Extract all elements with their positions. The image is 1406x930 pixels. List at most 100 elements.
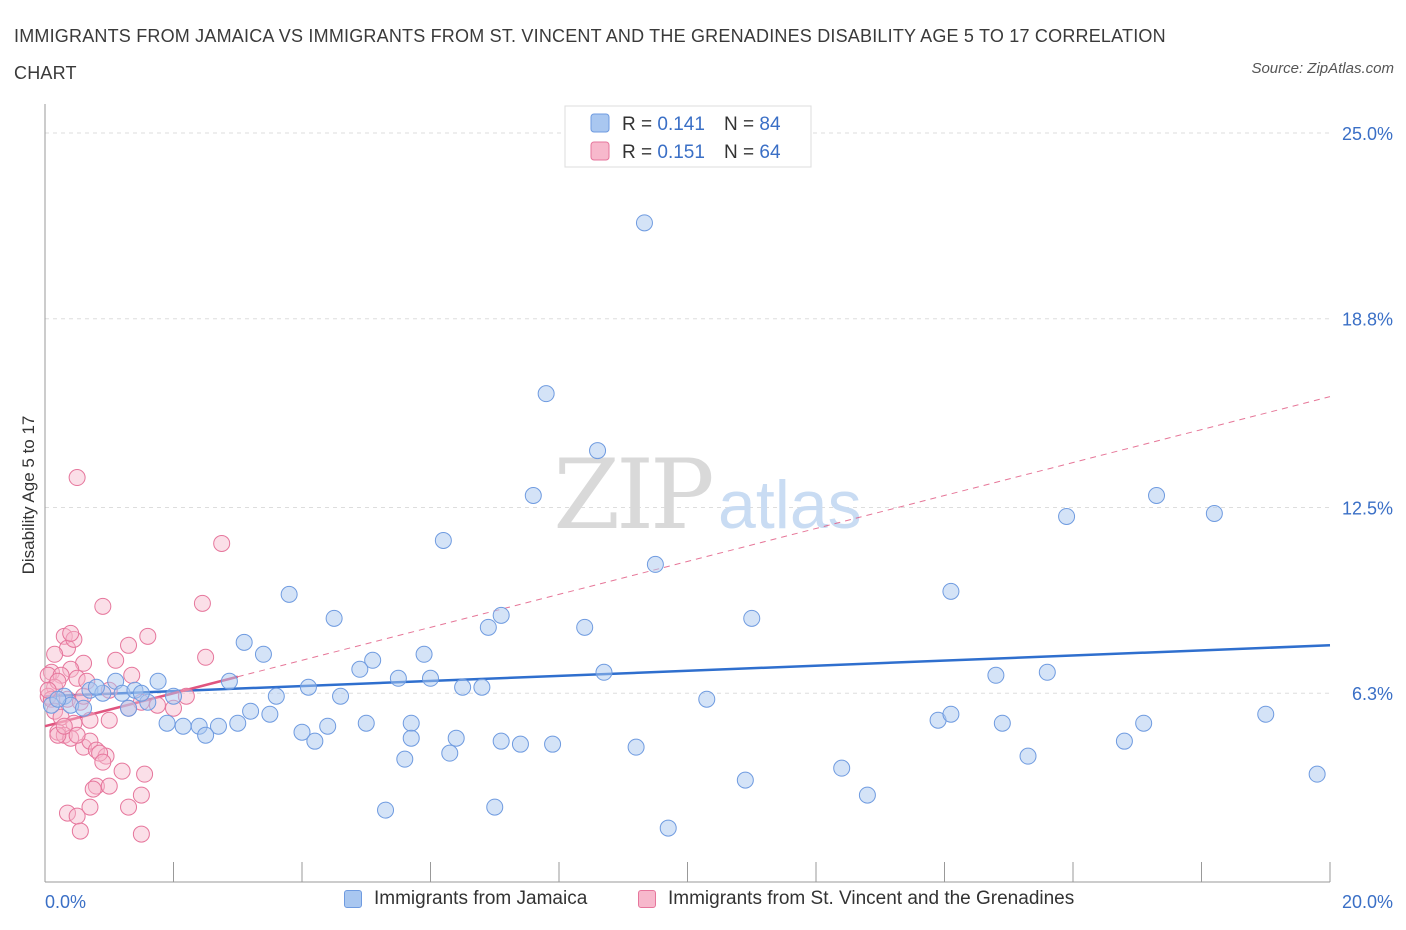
data-point-jamaica	[447, 729, 465, 747]
legend-r-label: R =	[622, 114, 657, 135]
data-point-jamaica	[434, 531, 452, 549]
data-point-jamaica	[736, 771, 754, 789]
data-point-jamaica	[235, 633, 253, 651]
watermark-zip: ZIP	[553, 439, 712, 551]
data-point-jamaica	[1115, 732, 1133, 750]
data-point-jamaica	[229, 714, 247, 732]
data-point-stvincent	[68, 726, 86, 744]
data-point-stvincent	[68, 469, 86, 487]
data-point-jamaica	[646, 555, 664, 573]
data-point-jamaica	[1257, 705, 1275, 723]
data-point-stvincent	[123, 666, 141, 684]
data-point-jamaica	[254, 645, 272, 663]
data-point-stvincent	[62, 660, 80, 678]
data-point-stvincent	[213, 534, 231, 552]
watermark-atlas: atlas	[718, 467, 862, 543]
data-point-jamaica	[524, 487, 542, 505]
legend-r-label: R =	[622, 142, 657, 163]
data-point-jamaica	[833, 759, 851, 777]
data-point-jamaica	[743, 609, 761, 627]
data-point-jamaica	[1205, 504, 1223, 522]
data-point-jamaica	[659, 819, 677, 837]
chart-title: IMMIGRANTS FROM JAMAICA VS IMMIGRANTS FR…	[14, 26, 1166, 83]
data-point-stvincent	[94, 597, 112, 615]
data-point-jamaica	[698, 690, 716, 708]
data-point-jamaica	[537, 385, 555, 403]
legend-r-value: 0.141	[657, 114, 705, 135]
data-point-stvincent	[87, 777, 105, 795]
y-axis-label: Disability Age 5 to 17	[19, 416, 38, 575]
data-point-jamaica	[1019, 747, 1037, 765]
trend-line-stvincent-dashed	[237, 396, 1331, 678]
data-point-jamaica	[486, 798, 504, 816]
data-point-jamaica	[197, 726, 215, 744]
legend-label-jamaica: Immigrants from Jamaica	[374, 888, 588, 909]
data-point-jamaica	[364, 651, 382, 669]
data-point-jamaica	[1038, 663, 1056, 681]
data-point-stvincent	[55, 717, 73, 735]
trend-line-jamaica	[44, 644, 1331, 698]
data-point-jamaica	[280, 585, 298, 603]
data-point-stvincent	[132, 825, 150, 843]
data-point-stvincent	[49, 726, 67, 744]
data-point-stvincent	[62, 624, 80, 642]
data-point-jamaica	[49, 690, 67, 708]
data-point-jamaica	[576, 618, 594, 636]
data-point-jamaica	[441, 744, 459, 762]
data-point-jamaica	[389, 669, 407, 687]
data-point-stvincent	[113, 762, 131, 780]
data-point-jamaica	[492, 732, 510, 750]
data-point-jamaica	[149, 672, 167, 690]
data-point-jamaica	[87, 678, 105, 696]
data-point-jamaica	[267, 687, 285, 705]
data-point-jamaica	[987, 666, 1005, 684]
data-point-jamaica	[165, 687, 182, 705]
data-point-jamaica	[511, 735, 529, 753]
legend-n-value: 84	[759, 114, 781, 135]
data-point-stvincent	[71, 822, 89, 840]
data-point-stvincent	[120, 798, 138, 816]
legend-swatch-stvincent	[638, 890, 656, 908]
data-point-jamaica	[132, 684, 150, 702]
data-point-jamaica	[158, 714, 176, 732]
data-point-jamaica	[589, 442, 607, 460]
grid-lines	[45, 132, 1330, 694]
data-point-jamaica	[351, 660, 369, 678]
data-point-jamaica	[1148, 487, 1166, 505]
data-point-stvincent	[94, 753, 112, 771]
data-point-jamaica	[299, 678, 317, 696]
legend-swatch-stvincent	[590, 141, 610, 161]
data-point-jamaica	[120, 699, 138, 717]
data-point-jamaica	[454, 678, 472, 696]
data-point-jamaica	[595, 663, 613, 681]
legend-n-label: N =	[724, 114, 759, 135]
data-point-stvincent	[58, 804, 76, 822]
legend-label-stvincent: Immigrants from St. Vincent and the Gren…	[668, 888, 1075, 909]
data-point-jamaica	[858, 786, 876, 804]
legend-swatch-jamaica	[590, 113, 610, 133]
watermark: ZIP atlas	[553, 439, 861, 551]
data-point-jamaica	[242, 702, 260, 720]
data-point-jamaica	[635, 214, 653, 232]
data-point-jamaica	[209, 717, 227, 735]
data-point-jamaica	[357, 714, 375, 732]
legend-bottom: Immigrants from Jamaica Immigrants from …	[0, 888, 1406, 918]
data-point-stvincent	[84, 780, 102, 798]
series-jamaica-points	[42, 214, 1326, 837]
data-point-stvincent	[68, 807, 86, 825]
data-point-stvincent	[91, 744, 109, 762]
data-point-stvincent	[193, 594, 211, 612]
y-tick-label: 25.0%	[1342, 124, 1393, 144]
data-point-jamaica	[325, 609, 343, 627]
data-point-jamaica	[319, 717, 337, 735]
x-tick-label: 0.0%	[45, 892, 86, 912]
x-tick-label: 20.0%	[1342, 892, 1393, 912]
tick-labels: 25.0% 18.8% 12.5% 6.3% 0.0% 20.0%	[45, 124, 1393, 912]
data-point-jamaica	[261, 705, 279, 723]
data-point-jamaica	[479, 618, 497, 636]
data-point-stvincent	[107, 651, 125, 669]
legend-n-value: 64	[759, 142, 781, 163]
data-point-stvincent	[136, 765, 154, 783]
data-point-jamaica	[415, 645, 433, 663]
data-point-stvincent	[81, 798, 99, 816]
